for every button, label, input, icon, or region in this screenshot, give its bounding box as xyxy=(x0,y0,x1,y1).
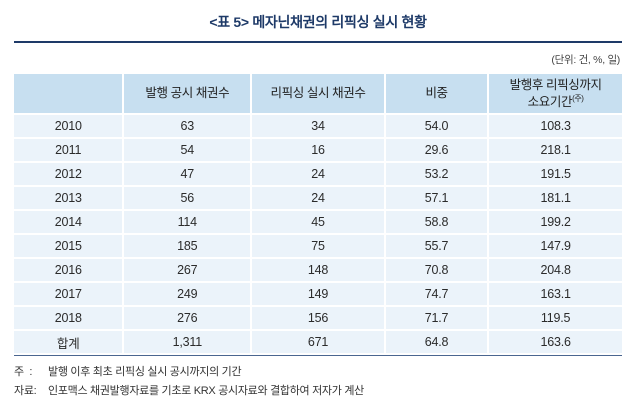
cell-year: 2012 xyxy=(14,161,125,187)
table-row: 2015 185 75 55.7 147.9 xyxy=(14,233,622,259)
header-days: 발행후 리픽싱까지 소요기간(주) xyxy=(487,74,622,115)
cell-days: 108.3 xyxy=(487,113,622,139)
cell-ratio: 64.8 xyxy=(383,329,490,355)
cell-ratio: 54.0 xyxy=(383,113,490,139)
footnote-text: 발행 이후 최초 리픽싱 실시 공시까지의 기간 xyxy=(48,366,242,378)
cell-ratio: 55.7 xyxy=(383,233,490,259)
cell-days: 147.9 xyxy=(487,233,622,259)
cell-issued-count: 47 xyxy=(122,161,253,187)
footnote-label: 자료: xyxy=(14,385,37,398)
table-row: 2010 63 34 54.0 108.3 xyxy=(14,113,622,139)
cell-days: 191.5 xyxy=(487,161,622,187)
footnote-definition: 주 : 발행 이후 최초 리픽싱 실시 공시까지의 기간 xyxy=(14,365,622,379)
header-ratio: 비중 xyxy=(383,74,490,115)
cell-year: 2015 xyxy=(14,233,125,259)
table-bottom-divider xyxy=(14,355,622,356)
cell-year: 2010 xyxy=(14,113,125,139)
header-days-footnote-marker: (주) xyxy=(572,93,584,103)
cell-issued-count: 267 xyxy=(122,257,253,283)
table-header: 발행 공시 채권수 리픽싱 실시 채권수 비중 발행후 리픽싱까지 소요기간(주… xyxy=(14,74,622,115)
cell-issued-count: 54 xyxy=(122,137,253,163)
table-row: 2018 276 156 71.7 119.5 xyxy=(14,305,622,331)
cell-days: 218.1 xyxy=(487,137,622,163)
table-row: 2017 249 149 74.7 163.1 xyxy=(14,281,622,307)
unit-note: (단위: 건, %, 일) xyxy=(551,54,620,66)
header-days-line1: 발행후 리픽싱까지 xyxy=(509,77,602,92)
cell-refixed-count: 671 xyxy=(250,329,386,355)
header-row: 발행 공시 채권수 리픽싱 실시 채권수 비중 발행후 리픽싱까지 소요기간(주… xyxy=(14,74,622,115)
cell-ratio: 58.8 xyxy=(383,209,490,235)
cell-refixed-count: 45 xyxy=(250,209,386,235)
table-row: 2011 54 16 29.6 218.1 xyxy=(14,137,622,163)
cell-year: 2018 xyxy=(14,305,125,331)
cell-issued-count: 185 xyxy=(122,233,253,259)
header-days-line2-text: 소요기간 xyxy=(527,94,573,109)
cell-ratio: 74.7 xyxy=(383,281,490,307)
cell-days: 181.1 xyxy=(487,185,622,211)
footnote-source: 자료: 인포맥스 채권발행자료를 기초로 KRX 공시자료와 결합하여 저자가 … xyxy=(14,384,622,398)
cell-refixed-count: 149 xyxy=(250,281,386,307)
table-row: 2014 114 45 58.8 199.2 xyxy=(14,209,622,235)
cell-ratio: 70.8 xyxy=(383,257,490,283)
cell-days: 119.5 xyxy=(487,305,622,331)
cell-ratio: 71.7 xyxy=(383,305,490,331)
table-body: 2010 63 34 54.0 108.3 2011 54 16 29.6 21… xyxy=(14,113,622,355)
header-days-line2: 소요기간(주) xyxy=(491,94,620,111)
footnotes: 주 : 발행 이후 최초 리픽싱 실시 공시까지의 기간 자료: 인포맥스 채권… xyxy=(14,365,622,399)
table-row: 2016 267 148 70.8 204.8 xyxy=(14,257,622,283)
table-title: <표 5> 메자닌채권의 리픽싱 실시 현황 xyxy=(209,14,427,30)
cell-refixed-count: 24 xyxy=(250,161,386,187)
cell-year: 2017 xyxy=(14,281,125,307)
cell-year: 2013 xyxy=(14,185,125,211)
cell-year: 합계 xyxy=(14,329,125,355)
cell-ratio: 29.6 xyxy=(383,137,490,163)
cell-refixed-count: 75 xyxy=(250,233,386,259)
table-row-total: 합계 1,311 671 64.8 163.6 xyxy=(14,329,622,355)
cell-days: 199.2 xyxy=(487,209,622,235)
cell-refixed-count: 24 xyxy=(250,185,386,211)
cell-year: 2014 xyxy=(14,209,125,235)
header-refixed-count: 리픽싱 실시 채권수 xyxy=(250,74,386,115)
cell-year: 2016 xyxy=(14,257,125,283)
cell-issued-count: 1,311 xyxy=(122,329,253,355)
cell-refixed-count: 156 xyxy=(250,305,386,331)
cell-days: 163.6 xyxy=(487,329,622,355)
refixing-status-table: 발행 공시 채권수 리픽싱 실시 채권수 비중 발행후 리픽싱까지 소요기간(주… xyxy=(14,74,622,355)
cell-days: 204.8 xyxy=(487,257,622,283)
cell-issued-count: 249 xyxy=(122,281,253,307)
cell-issued-count: 276 xyxy=(122,305,253,331)
cell-refixed-count: 16 xyxy=(250,137,386,163)
table-row: 2012 47 24 53.2 191.5 xyxy=(14,161,622,187)
table-row: 2013 56 24 57.1 181.1 xyxy=(14,185,622,211)
footnote-label: 주 : xyxy=(14,366,33,378)
cell-issued-count: 63 xyxy=(122,113,253,139)
cell-year: 2011 xyxy=(14,137,125,163)
cell-ratio: 57.1 xyxy=(383,185,490,211)
cell-refixed-count: 34 xyxy=(250,113,386,139)
title-divider xyxy=(14,41,622,43)
cell-ratio: 53.2 xyxy=(383,161,490,187)
header-year xyxy=(14,74,125,115)
header-issued-count: 발행 공시 채권수 xyxy=(122,74,253,115)
cell-refixed-count: 148 xyxy=(250,257,386,283)
footnote-text: 인포맥스 채권발행자료를 기초로 KRX 공시자료와 결합하여 저자가 계산 xyxy=(48,385,364,398)
cell-issued-count: 56 xyxy=(122,185,253,211)
cell-days: 163.1 xyxy=(487,281,622,307)
cell-issued-count: 114 xyxy=(122,209,253,235)
